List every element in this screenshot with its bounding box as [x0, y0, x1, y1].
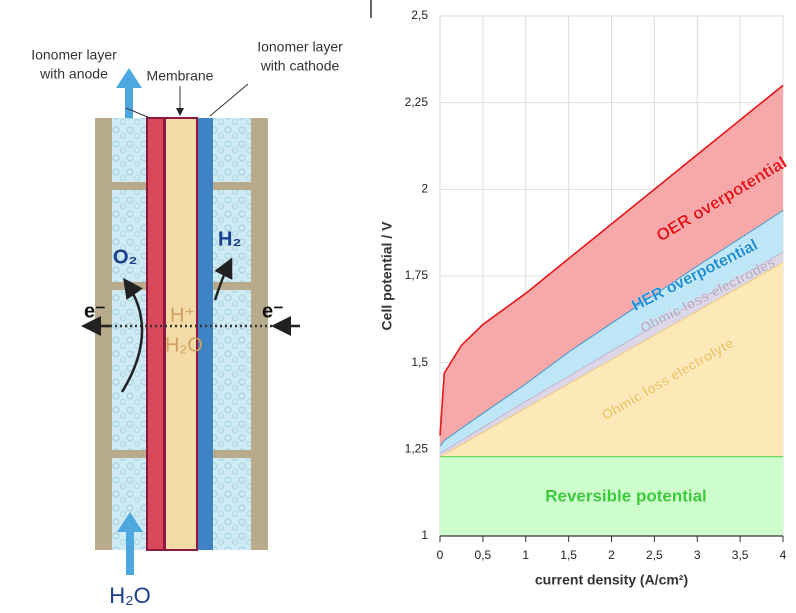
o2-label: O₂: [113, 246, 137, 268]
cathode-label: Ionomer layer: [257, 39, 343, 55]
figure: Ionomer layer with anode Membrane Ionome…: [0, 0, 796, 613]
leader: [210, 84, 248, 116]
connector: [95, 282, 148, 290]
x-tick-label: 1: [522, 548, 529, 562]
electron-label: e⁻: [84, 300, 106, 322]
y-tick-label: 1: [421, 528, 428, 542]
anode-label: Ionomer layer: [31, 47, 117, 63]
h2-label: H₂: [218, 228, 241, 250]
series-label: Reversible potential: [545, 486, 707, 505]
proton-label: H⁺: [170, 304, 195, 326]
y-tick-label: 1,5: [411, 355, 428, 369]
x-tick-label: 4: [780, 548, 787, 562]
connector: [95, 450, 148, 458]
y-axis-title: Cell potential / V: [379, 221, 395, 331]
o2-out-arrow: [116, 68, 142, 118]
y-tick-label: 2,25: [405, 95, 429, 109]
water-in-label: H₂O: [109, 583, 151, 608]
x-axis-title: current density (A/cm²): [535, 572, 688, 588]
x-tick-label: 3: [694, 548, 701, 562]
electrolyzer-diagram: Ionomer layer with anode Membrane Ionome…: [31, 39, 343, 608]
page: {"diagram": { "anode_label": {"line1": "…: [0, 0, 796, 613]
electron-label: e⁻: [262, 300, 284, 322]
x-tick-label: 1,5: [560, 548, 577, 562]
membrane-label: Membrane: [147, 68, 214, 84]
cathode-plate: [251, 118, 268, 550]
water-label: H₂O: [165, 334, 203, 356]
y-tick-label: 2,5: [411, 8, 428, 22]
chart: 1 1,25 1,5 1,75 2 2,25 2,5 0 0,5 1 1,5 2 2,5 3 3,5 4 Rev…: [379, 8, 790, 588]
connector: [213, 450, 253, 458]
anode-layer: [147, 118, 164, 550]
cathode-label: with cathode: [260, 58, 340, 74]
y-tick-label: 1,75: [405, 268, 429, 282]
anode-label: with anode: [39, 66, 108, 82]
x-tick-label: 2: [608, 548, 615, 562]
x-tick-label: 0: [437, 548, 444, 562]
connector: [213, 182, 253, 190]
connector: [95, 182, 148, 190]
x-tick-label: 0,5: [475, 548, 492, 562]
x-tick-label: 3,5: [732, 548, 749, 562]
y-tick-label: 2: [421, 182, 428, 196]
y-tick-label: 1,25: [405, 442, 429, 456]
x-tick-label: 2,5: [646, 548, 663, 562]
